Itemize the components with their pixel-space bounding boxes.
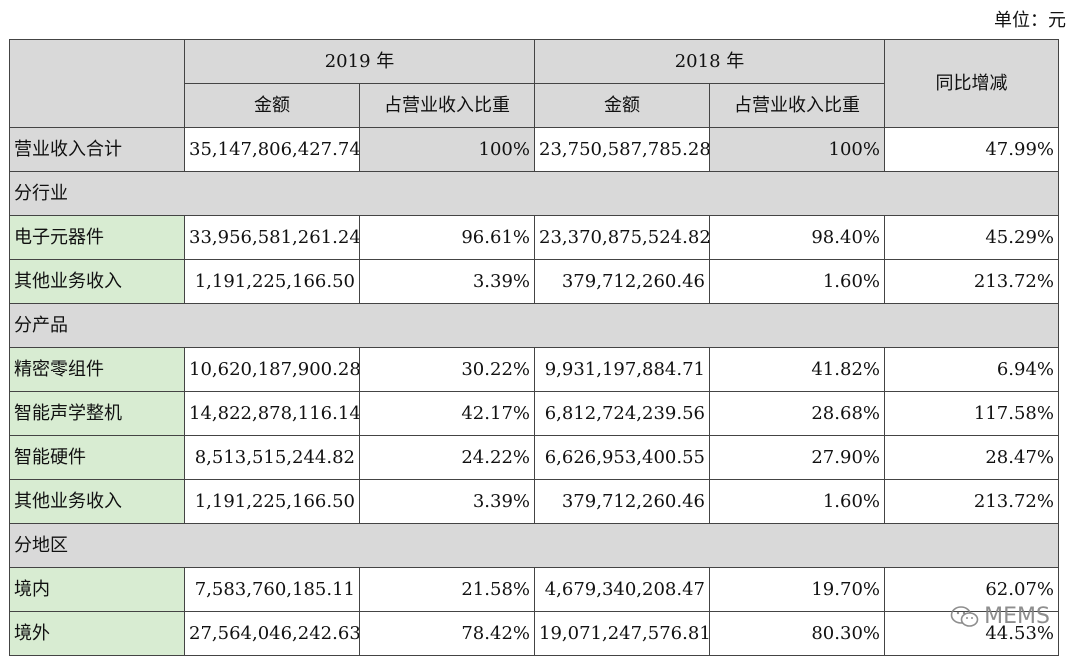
section-row: 分产品 bbox=[9, 303, 1059, 348]
share-2019-cell: 21.58% bbox=[359, 567, 535, 612]
table-row: 智能声学整机 14,822,878,116.14 42.17% 6,812,724,2… bbox=[9, 391, 1059, 436]
table-row: 精密零组件 10,620,187,900.28 30.22% 9,931,197,88… bbox=[9, 347, 1059, 392]
header-share-2018: 占营业收入比重 bbox=[709, 83, 885, 128]
yoy-cell: 6.94% bbox=[884, 347, 1059, 392]
share-2018-cell: 28.68% bbox=[709, 391, 885, 436]
header-year-2019: 2019 年 bbox=[184, 39, 535, 84]
table-body: 营业收入合计 35,147,806,427.74 100% 23,750,587,78… bbox=[9, 127, 1059, 656]
header-amount-2019: 金额 bbox=[184, 83, 360, 128]
yoy-cell: 45.29% bbox=[884, 215, 1059, 260]
share-2019-cell: 3.39% bbox=[359, 479, 535, 524]
share-2018-cell: 98.40% bbox=[709, 215, 885, 260]
table-row: 智能硬件 8,513,515,244.82 24.22% 6,626,953,400.… bbox=[9, 435, 1059, 480]
header-year-2018: 2018 年 bbox=[534, 39, 885, 84]
table-row: 电子元器件 33,956,581,261.24 96.61% 23,370,875,5… bbox=[9, 215, 1059, 260]
row-label: 精密零组件 bbox=[9, 347, 185, 392]
share-2019-cell: 30.22% bbox=[359, 347, 535, 392]
revenue-table: 2019 年 2018 年 同比增减 金额 占营业收入比重 金额 占营业收入比重… bbox=[9, 39, 1059, 656]
share-2019-cell: 42.17% bbox=[359, 391, 535, 436]
row-label: 电子元器件 bbox=[9, 215, 185, 260]
yoy-cell: 62.07% bbox=[884, 567, 1059, 612]
amount-2019-cell: 8,513,515,244.82 bbox=[184, 435, 360, 480]
share-2019-cell: 24.22% bbox=[359, 435, 535, 480]
header-yoy: 同比增减 bbox=[884, 39, 1059, 128]
amount-2019-cell: 1,191,225,166.50 bbox=[184, 259, 360, 304]
amount-2019-cell: 7,583,760,185.11 bbox=[184, 567, 360, 612]
section-row: 分地区 bbox=[9, 523, 1059, 568]
amount-2018-cell: 6,812,724,239.56 bbox=[534, 391, 710, 436]
section-row: 分行业 bbox=[9, 171, 1059, 216]
share-2018-cell: 1.60% bbox=[709, 259, 885, 304]
amount-2019-cell: 35,147,806,427.74 bbox=[184, 127, 360, 172]
table-row: 其他业务收入 1,191,225,166.50 3.39% 379,712,260.4… bbox=[9, 259, 1059, 304]
row-label: 营业收入合计 bbox=[9, 127, 185, 172]
amount-2018-cell: 9,931,197,884.71 bbox=[534, 347, 710, 392]
table-row: 境内 7,583,760,185.11 21.58% 4,679,340,208.47… bbox=[9, 567, 1059, 612]
amount-2018-cell: 23,370,875,524.82 bbox=[534, 215, 710, 260]
share-2018-cell: 41.82% bbox=[709, 347, 885, 392]
amount-2018-cell: 6,626,953,400.55 bbox=[534, 435, 710, 480]
amount-2018-cell: 379,712,260.46 bbox=[534, 479, 710, 524]
share-2018-cell: 80.30% bbox=[709, 611, 885, 656]
yoy-cell: 44.53% bbox=[884, 611, 1059, 656]
table-row: 其他业务收入 1,191,225,166.50 3.39% 379,712,260.4… bbox=[9, 479, 1059, 524]
row-label: 境内 bbox=[9, 567, 185, 612]
row-label: 智能声学整机 bbox=[9, 391, 185, 436]
amount-2019-cell: 1,191,225,166.50 bbox=[184, 479, 360, 524]
amount-2019-cell: 33,956,581,261.24 bbox=[184, 215, 360, 260]
section-label: 分地区 bbox=[9, 523, 1059, 568]
yoy-cell: 47.99% bbox=[884, 127, 1059, 172]
amount-2019-cell: 10,620,187,900.28 bbox=[184, 347, 360, 392]
row-label: 境外 bbox=[9, 611, 185, 656]
amount-2018-cell: 4,679,340,208.47 bbox=[534, 567, 710, 612]
yoy-cell: 213.72% bbox=[884, 479, 1059, 524]
unit-label: 单位：元 bbox=[994, 10, 1066, 31]
row-label: 其他业务收入 bbox=[9, 259, 185, 304]
section-label: 分产品 bbox=[9, 303, 1059, 348]
share-2018-cell: 19.70% bbox=[709, 567, 885, 612]
header-blank-cell bbox=[9, 39, 185, 128]
yoy-cell: 28.47% bbox=[884, 435, 1059, 480]
yoy-cell: 117.58% bbox=[884, 391, 1059, 436]
share-2019-cell: 100% bbox=[359, 127, 535, 172]
section-label: 分行业 bbox=[9, 171, 1059, 216]
table-row: 营业收入合计 35,147,806,427.74 100% 23,750,587,78… bbox=[9, 127, 1059, 172]
row-label: 其他业务收入 bbox=[9, 479, 185, 524]
share-2018-cell: 100% bbox=[709, 127, 885, 172]
share-2019-cell: 3.39% bbox=[359, 259, 535, 304]
header-amount-2018: 金额 bbox=[534, 83, 710, 128]
row-label: 智能硬件 bbox=[9, 435, 185, 480]
share-2019-cell: 96.61% bbox=[359, 215, 535, 260]
yoy-cell: 213.72% bbox=[884, 259, 1059, 304]
amount-2018-cell: 19,071,247,576.81 bbox=[534, 611, 710, 656]
share-2018-cell: 27.90% bbox=[709, 435, 885, 480]
share-2018-cell: 1.60% bbox=[709, 479, 885, 524]
table-row: 境外 27,564,046,242.63 78.42% 19,071,247,576.… bbox=[9, 611, 1059, 656]
header-share-2019: 占营业收入比重 bbox=[359, 83, 535, 128]
amount-2019-cell: 14,822,878,116.14 bbox=[184, 391, 360, 436]
table-header: 2019 年 2018 年 同比增减 金额 占营业收入比重 金额 占营业收入比重 bbox=[9, 39, 1059, 128]
share-2019-cell: 78.42% bbox=[359, 611, 535, 656]
amount-2018-cell: 23,750,587,785.28 bbox=[534, 127, 710, 172]
amount-2019-cell: 27,564,046,242.63 bbox=[184, 611, 360, 656]
amount-2018-cell: 379,712,260.46 bbox=[534, 259, 710, 304]
